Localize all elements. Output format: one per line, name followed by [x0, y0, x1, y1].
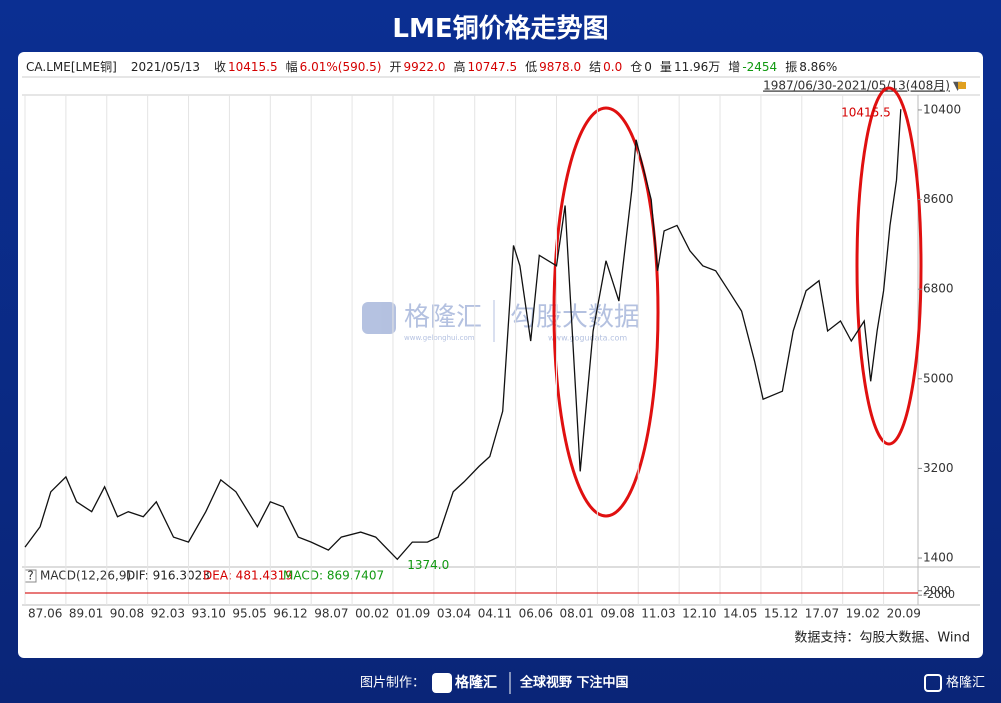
quote-value: -2454 — [742, 60, 778, 74]
macd-dea: DEA: 481.4319 — [203, 569, 293, 583]
quote-label: 高 — [453, 60, 466, 74]
quote-value: 0 — [644, 60, 652, 74]
quote-label: 幅 — [285, 60, 298, 74]
annotation: 10415.5 — [841, 106, 891, 120]
help-icon[interactable]: ? — [27, 569, 33, 583]
x-tick-label: 08.01 — [559, 607, 593, 621]
x-tick-label: 89.01 — [69, 607, 103, 621]
footer-made-by: 图片制作： — [360, 676, 425, 691]
x-tick-label: 17.07 — [805, 607, 839, 621]
x-tick-label: 11.03 — [641, 607, 675, 621]
footer-slogan: 全球视野 下注中国 — [519, 675, 629, 691]
watermark-url: www.gelonghui.com — [404, 334, 475, 342]
watermark-data-url: www.gogudata.com — [548, 334, 627, 343]
quote-value: 0.0 — [603, 60, 623, 74]
quote-label: 增 — [728, 60, 741, 74]
quote-label: 结 — [589, 60, 602, 74]
y-tick-label: 6800 — [923, 282, 954, 296]
macd-dif: DIF: 916.3023 — [126, 569, 210, 583]
x-tick-label: 90.08 — [110, 607, 144, 621]
footer-logo — [432, 673, 452, 693]
x-tick-label: 03.04 — [437, 607, 471, 621]
quote-label: 低 — [525, 60, 538, 74]
highlight-ellipse — [855, 86, 923, 446]
quote-value: 8.86% — [799, 60, 838, 74]
quote-value: 10415.5 — [228, 60, 278, 74]
y-tick-label: 10400 — [923, 102, 961, 116]
corner-brand: 格隆汇 — [946, 675, 985, 691]
corner-logo — [924, 674, 942, 692]
x-tick-label: 04.11 — [478, 607, 512, 621]
macd-tick-label: -2000 — [923, 588, 955, 601]
x-tick-label: 00.02 — [355, 607, 389, 621]
price-line — [24, 109, 902, 561]
macd-title: MACD(12,26,9) — [40, 569, 131, 583]
x-tick-label: 01.09 — [396, 607, 430, 621]
footer-brand: 格隆汇 — [455, 674, 497, 691]
watermark-brand: 格隆汇 — [404, 303, 482, 333]
lock-icon — [958, 82, 966, 89]
quote-value: 9878.0 — [539, 60, 582, 74]
y-tick-label: 3200 — [923, 461, 954, 475]
x-tick-label: 12.10 — [682, 607, 716, 621]
quote-bar: CA.LME[LME铜] 2021/05/13 收 10415.5 幅 6.01%(590… — [26, 58, 845, 75]
panel — [18, 52, 983, 658]
watermark-logo — [362, 302, 396, 334]
watermark: 格隆汇 www.gelonghui.com 勾股大数据 www.gogudata… — [362, 300, 640, 343]
quote-label: 开 — [389, 60, 402, 74]
quote-label: 2021/05/13 — [130, 60, 200, 74]
x-tick-label: 06.06 — [519, 607, 553, 621]
range-label: 1987/06/30-2021/05/13(408月) — [763, 79, 950, 93]
y-tick-label: 5000 — [923, 371, 954, 385]
macd-value: MACD: 869.7407 — [283, 569, 384, 583]
x-tick-label: 96.12 — [273, 607, 307, 621]
y-tick-label: 1400 — [923, 551, 954, 565]
quote-value: 10747.5 — [467, 60, 518, 74]
x-tick-label: 87.06 — [28, 607, 62, 621]
quote-label: 量 — [659, 60, 672, 74]
highlight-ellipse — [552, 106, 660, 518]
x-tick-label: 14.05 — [723, 607, 757, 621]
title: LME铜价格走势图 — [392, 14, 609, 44]
quote-label: 振 — [785, 60, 798, 74]
quote-value: 11.96万 — [673, 60, 721, 74]
quote-label: 收 — [213, 60, 226, 74]
quote-label: CA.LME[LME铜] — [26, 60, 117, 74]
watermark-data: 勾股大数据 — [510, 303, 640, 333]
x-tick-label: 19.02 — [846, 607, 880, 621]
quote-label: 仓 — [630, 60, 643, 74]
x-tick-label: 95.05 — [232, 607, 266, 621]
x-tick-label: 92.03 — [151, 607, 185, 621]
source: 数据支持：勾股大数据、Wind — [794, 631, 970, 646]
x-tick-label: 20.09 — [887, 607, 921, 621]
quote-value: 9922.0 — [403, 60, 446, 74]
annotation: 1374.0 — [407, 558, 449, 572]
quote-value: 6.01%(590.5) — [299, 60, 382, 74]
macd-tick-label: 2000 — [923, 584, 951, 597]
x-tick-label: 15.12 — [764, 607, 798, 621]
x-tick-label: 09.08 — [600, 607, 634, 621]
x-tick-label: 98.07 — [314, 607, 348, 621]
y-tick-label: 8600 — [923, 192, 954, 206]
x-tick-label: 93.10 — [192, 607, 226, 621]
